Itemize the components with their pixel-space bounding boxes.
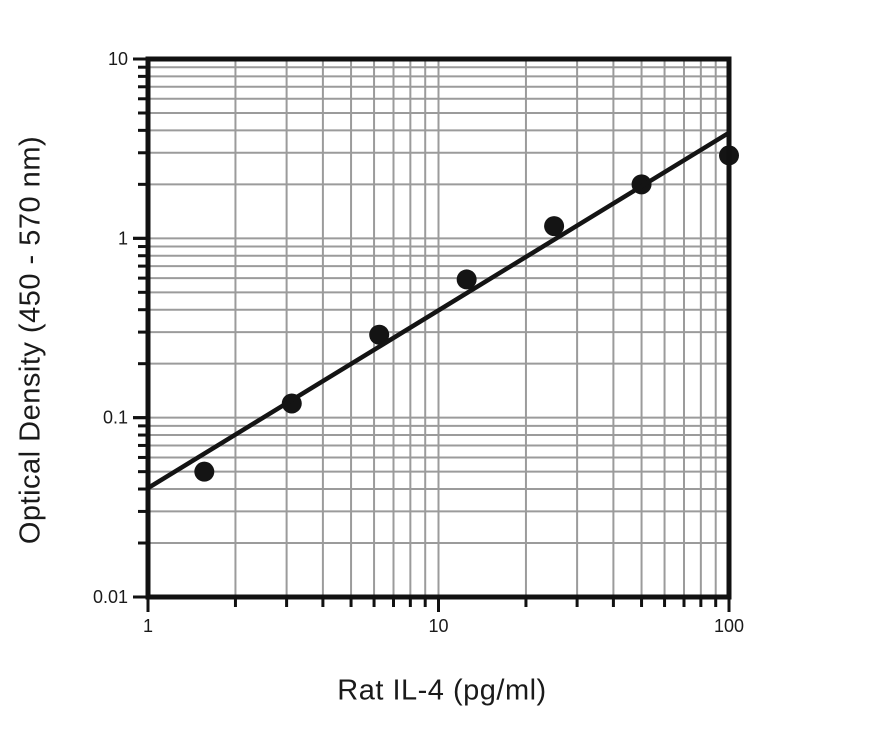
y-axis-title: Optical Density (450 - 570 nm)	[14, 135, 47, 545]
data-point	[194, 461, 215, 482]
data-point	[369, 324, 390, 345]
ticks-layer	[133, 57, 731, 612]
y-tick-label: 0.01	[93, 587, 128, 607]
x-axis-title: Rat IL-4 (pg/ml)	[337, 674, 547, 707]
data-point	[456, 269, 477, 290]
tick-labels-layer: 1 10 100 10 1 0.1 0.01	[93, 49, 744, 636]
y-tick-label: 0.1	[103, 408, 128, 428]
data-point	[544, 216, 565, 237]
fit-line	[145, 130, 732, 491]
y-tick-label: 1	[118, 228, 128, 248]
x-tick-label: 1	[143, 616, 153, 636]
x-tick-label: 10	[428, 616, 448, 636]
x-tick-label: 100	[714, 616, 744, 636]
gridlines-layer	[148, 59, 729, 597]
data-layer	[145, 130, 739, 491]
y-tick-label: 10	[108, 49, 128, 69]
